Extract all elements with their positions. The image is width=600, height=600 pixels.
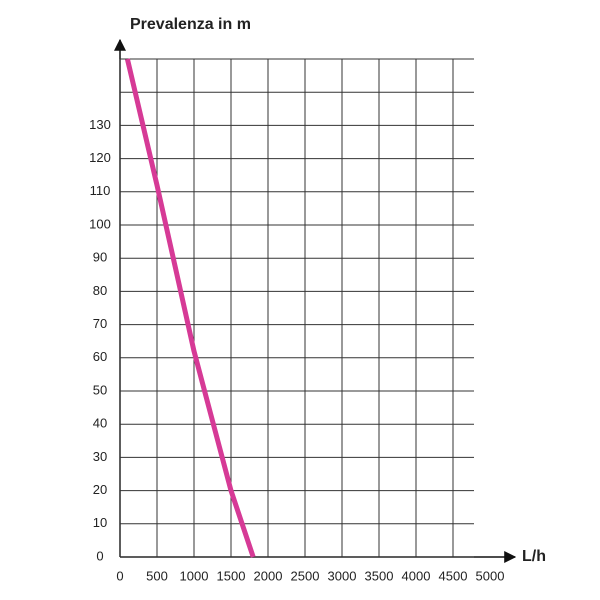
chart-title: Prevalenza in m — [130, 16, 251, 33]
y-tick-label: 130 — [89, 117, 111, 132]
y-tick-label: 0 — [96, 548, 103, 563]
x-tick-label: 4500 — [439, 568, 468, 583]
y-tick-label: 50 — [93, 382, 107, 397]
y-tick-label: 120 — [89, 150, 111, 165]
x-tick-label: 1000 — [180, 568, 209, 583]
y-tick-label: 30 — [93, 449, 107, 464]
x-axis-label: L/h — [522, 548, 546, 565]
x-tick-label: 500 — [146, 568, 168, 583]
x-tick-label: 0 — [116, 568, 123, 583]
series-line — [124, 58, 256, 558]
y-tick-label: 80 — [93, 283, 107, 298]
y-tick-label: 70 — [93, 316, 107, 331]
x-tick-label: 4000 — [402, 568, 431, 583]
y-tick-label: 90 — [93, 250, 107, 265]
x-tick-label: 2500 — [291, 568, 320, 583]
x-tick-label: 3000 — [328, 568, 357, 583]
x-tick-label: 3500 — [365, 568, 394, 583]
y-tick-label: 10 — [93, 515, 107, 530]
x-tick-label: 1500 — [217, 568, 246, 583]
x-tick-label: 2000 — [254, 568, 283, 583]
y-tick-label: 40 — [93, 416, 107, 431]
y-tick-label: 100 — [89, 216, 111, 231]
y-tick-label: 110 — [90, 183, 111, 198]
y-tick-label: 60 — [93, 349, 107, 364]
x-tick-label: 5000 — [476, 568, 505, 583]
y-tick-label: 20 — [93, 482, 107, 497]
